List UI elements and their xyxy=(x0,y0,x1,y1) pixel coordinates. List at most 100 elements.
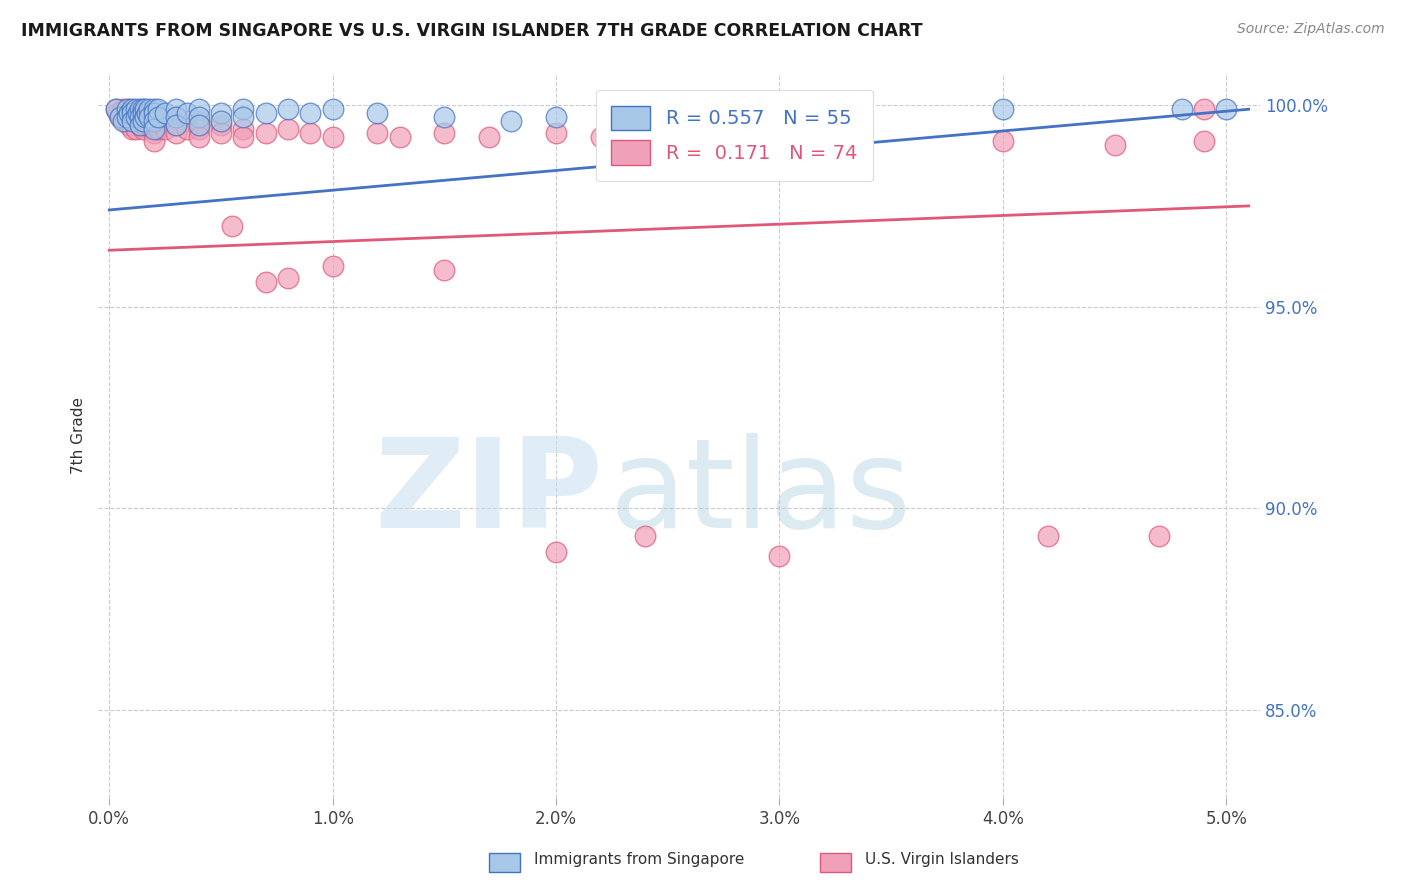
Point xyxy=(187,122,209,136)
Point xyxy=(176,114,198,128)
Point xyxy=(132,102,155,116)
Point xyxy=(142,110,165,124)
Point xyxy=(1036,529,1059,543)
Point xyxy=(118,106,141,120)
Point xyxy=(176,106,198,120)
Point xyxy=(125,114,148,128)
Point xyxy=(132,106,155,120)
Point xyxy=(134,110,156,124)
Point xyxy=(165,119,187,133)
Point xyxy=(121,106,143,120)
Point xyxy=(129,110,152,124)
Point xyxy=(134,102,156,116)
Point xyxy=(132,114,155,128)
Y-axis label: 7th Grade: 7th Grade xyxy=(72,397,86,474)
Point xyxy=(209,114,232,128)
Point xyxy=(121,114,143,128)
Point xyxy=(138,102,160,116)
Point xyxy=(127,114,149,128)
Point xyxy=(134,110,156,124)
Point xyxy=(110,110,132,124)
Point xyxy=(366,127,388,141)
Point xyxy=(1149,529,1171,543)
Point xyxy=(433,263,456,277)
Point xyxy=(125,122,148,136)
Point xyxy=(232,122,254,136)
Point xyxy=(132,106,155,120)
Point xyxy=(148,102,170,116)
Text: Immigrants from Singapore: Immigrants from Singapore xyxy=(534,852,745,867)
Point xyxy=(768,549,790,564)
Point xyxy=(115,110,138,124)
Point xyxy=(134,119,156,133)
Point xyxy=(991,135,1014,149)
Point xyxy=(165,102,187,116)
Point xyxy=(127,106,149,120)
Point xyxy=(121,102,143,116)
Point xyxy=(129,102,152,116)
Point xyxy=(322,102,344,116)
Point xyxy=(501,114,523,128)
Text: atlas: atlas xyxy=(609,434,911,554)
Point xyxy=(118,102,141,116)
Point xyxy=(121,122,143,136)
Point xyxy=(153,106,176,120)
Point xyxy=(209,106,232,120)
Point xyxy=(121,106,143,120)
Point xyxy=(132,114,155,128)
Point xyxy=(277,122,299,136)
Point xyxy=(768,102,790,116)
Point xyxy=(148,110,170,124)
Point xyxy=(254,106,277,120)
Point xyxy=(232,102,254,116)
Point xyxy=(110,110,132,124)
Point xyxy=(478,130,501,145)
Point xyxy=(118,119,141,133)
Point xyxy=(125,110,148,124)
Point xyxy=(142,106,165,120)
Point xyxy=(1192,135,1215,149)
Point xyxy=(148,114,170,128)
Point xyxy=(724,127,747,141)
Point xyxy=(104,102,127,116)
Point xyxy=(111,110,134,124)
Point xyxy=(589,130,612,145)
Point xyxy=(187,114,209,128)
Point xyxy=(136,114,159,128)
Point xyxy=(388,130,411,145)
Text: U.S. Virgin Islanders: U.S. Virgin Islanders xyxy=(865,852,1018,867)
Point xyxy=(115,110,138,124)
Point xyxy=(165,119,187,133)
Point xyxy=(138,110,160,124)
Text: ZIP: ZIP xyxy=(374,434,603,554)
Legend: R = 0.557   N = 55, R =  0.171   N = 74: R = 0.557 N = 55, R = 0.171 N = 74 xyxy=(596,90,873,181)
Point xyxy=(115,102,138,116)
Point xyxy=(322,260,344,274)
Point xyxy=(322,130,344,145)
Point xyxy=(138,119,160,133)
Point xyxy=(1104,138,1126,153)
Point xyxy=(136,106,159,120)
Point xyxy=(165,110,187,124)
Point xyxy=(254,127,277,141)
Point xyxy=(127,106,149,120)
Point xyxy=(142,122,165,136)
Point xyxy=(544,110,567,124)
Point xyxy=(129,110,152,124)
Point xyxy=(138,110,160,124)
Point xyxy=(125,110,148,124)
Point xyxy=(187,130,209,145)
Point xyxy=(1192,102,1215,116)
Point xyxy=(104,102,127,116)
Point xyxy=(366,106,388,120)
Point xyxy=(111,102,134,116)
Point xyxy=(142,135,165,149)
Point xyxy=(153,114,176,128)
Point xyxy=(254,276,277,290)
Point xyxy=(187,110,209,124)
Point xyxy=(148,122,170,136)
Point xyxy=(544,127,567,141)
Point xyxy=(634,529,657,543)
Point xyxy=(1215,102,1237,116)
Point xyxy=(232,110,254,124)
